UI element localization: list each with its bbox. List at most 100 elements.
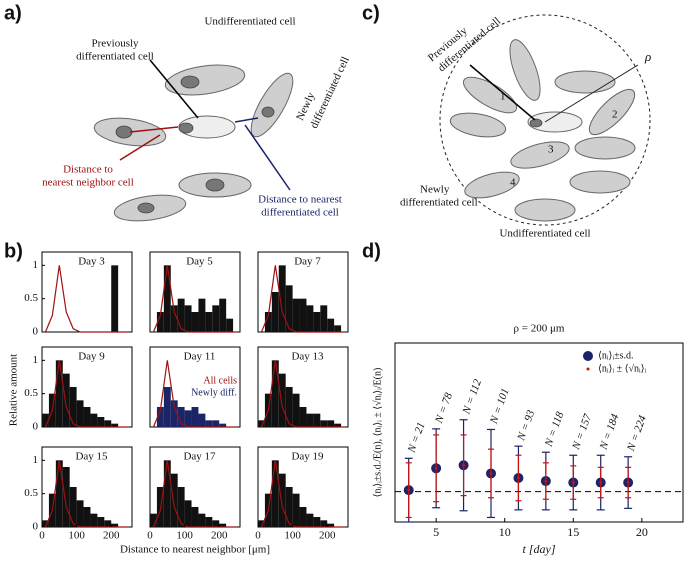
hist-bar [226,318,234,332]
nucleus [137,202,155,214]
cell [462,76,518,114]
hist-bar [205,420,213,427]
label: 3 [548,144,554,156]
label: Previously [91,38,139,50]
hist-bar [191,312,199,332]
hist-bar [42,413,49,427]
distribution-line [152,460,237,528]
x-tick-label: 15 [567,525,579,539]
arrow [119,134,161,161]
label: Distance to nearest [258,194,342,206]
y-tick-label: 0.5 [24,487,38,499]
radius [544,64,639,123]
hist-bar [306,413,314,427]
distance-line [234,117,259,123]
cell [250,72,294,138]
cell [449,112,507,138]
plot-title: Day 15 [75,451,108,463]
legend-marker [583,351,593,361]
hist-bar [219,523,227,527]
plot-title: Day 9 [78,351,105,363]
hist-bar [299,407,307,427]
hist-bar [258,420,265,427]
hist-bar [191,507,199,527]
distribution-line [44,360,129,428]
mean-dot [407,488,411,492]
y-axis-label: ⟨nᵢ⟩ᵢ±s.d./E(n), ⟨nᵢ⟩ᵢ ± ⟨√nᵢ⟩ᵢ/E(n) [372,368,383,498]
hist-bar [76,500,84,527]
hist-bar [69,487,77,527]
y-tick-label: 1 [33,454,39,466]
label: differentiated cell [308,55,352,130]
distribution-line [152,360,237,428]
distribution-line [260,460,345,528]
hist-bar [292,298,300,332]
arrow [244,124,291,191]
hist-bar [320,520,328,527]
hist-bar [156,312,164,332]
hist-bar [212,305,220,332]
hist-bar [198,513,206,527]
hist-bar [327,318,335,332]
nucleus [529,118,543,128]
mean-dot [489,471,493,475]
hist-bar [212,420,220,427]
hist-bar [327,420,335,427]
hist-bar [55,360,63,427]
hist-bar [205,517,213,527]
y-tick-label: 1 [33,354,39,366]
legend-entry: All cells [203,375,237,386]
plot-title: Day 13 [291,351,324,363]
hist-bar [90,513,98,527]
nucleus [261,106,275,118]
cell [464,171,520,199]
plot-title: Day 7 [294,256,321,268]
x-tick-label: 0 [39,530,45,542]
label: Newly [420,184,450,196]
arrow [469,64,536,121]
hist-bar [76,400,84,427]
hist-bar [205,312,213,332]
panel-label: b) [4,240,23,262]
x-tick-label: 0 [147,530,153,542]
x-axis-label: t [day] [523,542,556,556]
mean-dot [544,479,548,483]
hist-bar [285,285,293,332]
nucleus [205,178,225,192]
legend-entry: ⟨nᵢ⟩ᵢ±s.d. [598,350,633,361]
hist-bar [327,523,335,527]
label: differentiated cell [400,197,478,209]
hist-bar [97,417,105,427]
hist-bar [278,473,286,527]
label: nearest neighbor cell [42,177,134,189]
cell [514,198,576,222]
panel-label: d) [362,240,381,262]
x-tick-label: 5 [433,525,439,539]
label: differentiated cell [261,207,339,219]
y-tick-label: 0 [33,326,39,338]
cell [509,39,541,101]
hist-bar [163,265,171,332]
label: differentiated cell [76,51,154,63]
cell [527,111,583,133]
x-tick-label: 0 [255,530,261,542]
hist-bar [198,298,206,332]
x-tick-label: 10 [499,525,511,539]
hist-bar [111,523,119,527]
y-tick-label: 1 [33,259,39,271]
legend-entry: Newly diff. [191,387,237,398]
legend-marker [586,367,590,371]
hist-bar [163,460,171,527]
hist-bar [198,413,206,427]
x-tick-label: 200 [103,530,120,542]
panel-label: a) [4,2,22,24]
hist-bar [163,387,171,427]
arrow [149,59,199,119]
hist-bar [184,305,192,332]
hist-bar [170,305,178,332]
hist-bar [97,517,105,527]
cell [569,170,631,194]
hist-bar [320,420,328,427]
cell [554,70,616,94]
hist-bar [219,423,227,427]
